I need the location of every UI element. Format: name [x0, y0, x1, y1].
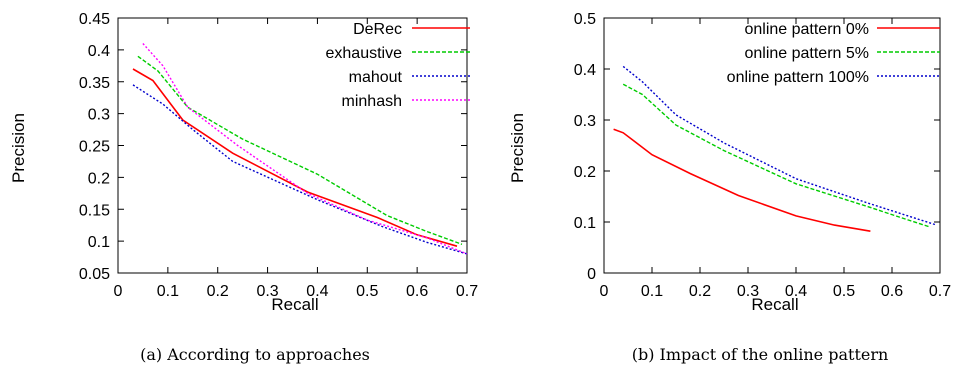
figure-caption: (b) Impact of the online pattern: [632, 345, 889, 364]
series-line-online-pattern-5-: [622, 83, 931, 228]
y-tick-label: 0.35: [79, 75, 110, 92]
series-line-online-pattern-0-: [613, 128, 871, 232]
x-tick-label: 0.5: [356, 283, 378, 300]
legend: DeRec exhaustive mahout minhash: [326, 21, 470, 110]
series-line-exhaustive: [137, 55, 463, 245]
y-tick-label: 0.5: [574, 11, 596, 28]
legend-label: DeRec: [353, 21, 402, 38]
x-tick-label: 0.1: [157, 283, 179, 300]
x-axis-label: Recall: [271, 295, 318, 314]
legend-label: minhash: [342, 93, 402, 110]
x-tick-label: 0.7: [456, 283, 478, 300]
series-line-minhash: [142, 43, 468, 255]
legend-label: online pattern 0%: [744, 21, 869, 38]
x-tick-label: 0.3: [737, 283, 759, 300]
y-tick-label: 0: [587, 266, 596, 283]
plot-frame: [603, 17, 941, 274]
x-tick-label: 0.5: [833, 283, 855, 300]
chart-1: 0 0.1 0.2 0.3 0.4 0.5 0.6 0.7 0 0.1 0.2 0.3 0.4 0.5 Re…: [508, 11, 951, 364]
y-tick-label: 0.15: [79, 202, 110, 219]
x-tick-label: 0.4: [785, 283, 807, 300]
series-line-online-pattern-100-: [622, 65, 936, 226]
x-axis-label: Recall: [751, 295, 798, 314]
y-tick-label: 0.1: [574, 215, 596, 232]
y-tick-label: 0.2: [574, 164, 596, 181]
series-line-derec: [132, 68, 458, 247]
y-axis-label: Precision: [9, 113, 28, 183]
y-tick-label: 0.1: [88, 234, 110, 251]
x-tick-label: 0: [600, 283, 609, 300]
y-tick-label: 0.2: [88, 170, 110, 187]
x-tick-label: 0: [114, 283, 123, 300]
figure-caption: (a) According to approaches: [140, 345, 370, 364]
x-tick-label: 0.2: [689, 283, 711, 300]
y-tick-label: 0.05: [79, 266, 110, 283]
series-line-mahout: [132, 84, 468, 255]
y-tick-label: 0.25: [79, 139, 110, 156]
y-tick-label: 0.45: [79, 11, 110, 28]
y-tick-label: 0.4: [88, 43, 110, 60]
legend-label: mahout: [349, 69, 403, 86]
x-tick-label: 0.7: [929, 283, 951, 300]
chart-0: 0 0.1 0.2 0.3 0.4 0.5 0.6 0.7 0.05 0.1 0.15 0.2 0.25…: [9, 11, 478, 364]
legend-label: online pattern 100%: [727, 69, 869, 86]
y-axis-label: Precision: [508, 113, 527, 183]
x-tick-label: 0.6: [881, 283, 903, 300]
x-tick-label: 0.6: [406, 283, 428, 300]
x-tick-label: 0.1: [641, 283, 663, 300]
legend-label: online pattern 5%: [744, 45, 869, 62]
x-tick-label: 0.2: [207, 283, 229, 300]
legend: online pattern 0% online pattern 5% online…: [727, 21, 940, 86]
y-tick-label: 0.4: [574, 62, 596, 79]
legend-label: exhaustive: [326, 45, 403, 62]
x-tick-label: 0.4: [306, 283, 328, 300]
x-tick-label: 0.3: [256, 283, 278, 300]
y-tick-label: 0.3: [88, 107, 110, 124]
y-tick-label: 0.3: [574, 113, 596, 130]
